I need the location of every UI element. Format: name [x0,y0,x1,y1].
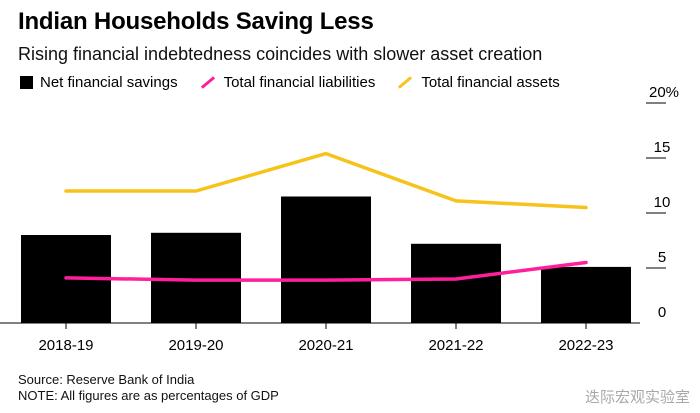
y-tick-label: 5 [658,249,666,266]
y-tick-label: 10 [654,194,671,211]
legend-item-net-savings: Net financial savings [20,74,178,91]
y-tick-label: 0 [658,304,666,321]
y-tick-label: 20% [649,84,679,101]
source-note: Source: Reserve Bank of India [18,372,195,387]
series-line-liabilities [64,260,588,282]
legend: Net financial savings Total financial li… [20,74,582,91]
figures-note: NOTE: All figures are as percentages of … [18,388,279,403]
x-tick-label: 2019-20 [168,337,223,354]
bar [281,196,371,323]
legend-label: Total financial assets [421,74,560,91]
legend-item-liabilities: Total financial liabilities [200,74,376,91]
x-tick-label: 2020-21 [298,337,353,354]
bar [541,266,631,323]
legend-item-assets: Total financial assets [397,74,560,91]
watermark: 迭际宏观实验室 [584,389,690,406]
series-line-assets [64,151,588,210]
legend-swatch-bar [20,76,33,89]
x-tick-label: 2022-23 [558,337,613,354]
x-tick-label: 2021-22 [428,337,483,354]
chart-subtitle: Rising financial indebtedness coincides … [18,44,543,64]
legend-label: Net financial savings [40,74,178,91]
y-tick-label: 15 [654,139,671,156]
x-tick-label: 2018-19 [38,337,93,354]
bar [411,243,501,323]
chart-title: Indian Households Saving Less [18,8,374,35]
legend-label: Total financial liabilities [223,74,376,91]
